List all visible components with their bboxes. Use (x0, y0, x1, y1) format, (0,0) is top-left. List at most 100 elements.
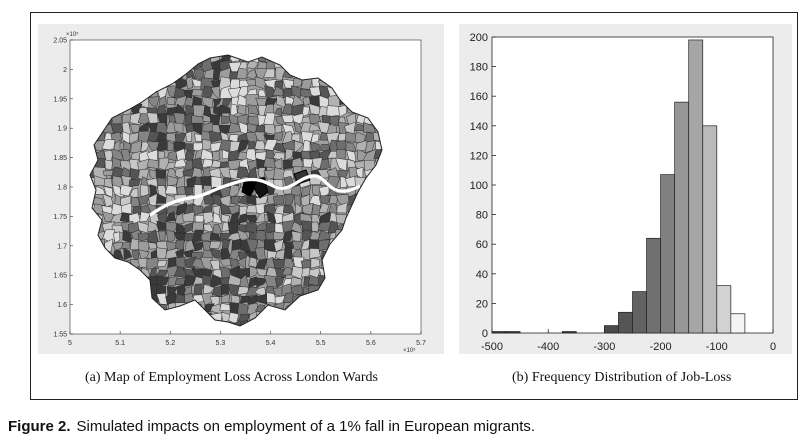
map-y-tick-label: 1.7 (57, 243, 67, 250)
histogram-bar (730, 313, 746, 334)
ward-cell (191, 89, 204, 97)
x-tick-label: -200 (650, 341, 672, 353)
figure-caption-label: Figure 2. (8, 418, 71, 435)
ward-cell (310, 258, 321, 269)
ward-cell (137, 221, 151, 234)
ward-cell (293, 140, 304, 154)
ward-cell (245, 94, 260, 107)
histogram-bar (702, 125, 718, 334)
ward-cell (146, 159, 159, 169)
ward-cell (137, 240, 151, 253)
ward-cell (290, 184, 302, 198)
ward-cell (284, 194, 295, 207)
ward-cell (310, 133, 320, 144)
ward-cell (146, 149, 158, 163)
ward-cell (156, 247, 167, 260)
ward-cell (227, 283, 241, 298)
ward-cell (373, 148, 382, 160)
ward-cell (299, 238, 311, 253)
ward-cell (146, 256, 159, 270)
ward-cell (173, 112, 185, 125)
ward-cell (219, 257, 233, 267)
map-y-tick-label: 1.85 (53, 155, 67, 162)
y-tick-label: 100 (470, 180, 488, 192)
ward-cell (111, 157, 122, 170)
ward-cell (363, 122, 377, 133)
histogram-bar (618, 311, 633, 334)
ward-cell (113, 231, 121, 243)
ward-cell (191, 229, 204, 244)
ward-cell (219, 104, 231, 114)
ward-cell (185, 143, 195, 153)
map-subcaption: (a) Map of Employment Loss Across London… (85, 370, 378, 385)
map-y-tick-label: 2 (63, 67, 67, 74)
y-tick-label: 180 (470, 62, 488, 74)
ward-cell (344, 131, 357, 143)
ward-cell (220, 293, 231, 303)
ward-cell (263, 68, 275, 78)
ward-cell (182, 211, 195, 223)
ward-cell (212, 211, 223, 224)
ward-cell (132, 205, 142, 216)
map-y-tick-label: 1.65 (53, 273, 67, 280)
ward-cell (290, 85, 303, 98)
ward-cell (138, 249, 150, 260)
y-tick-label: 20 (476, 298, 488, 310)
ward-cell (104, 159, 114, 171)
ward-cell (139, 211, 152, 223)
ward-cell (129, 112, 141, 126)
map-y-tick-label: 1.55 (53, 332, 67, 339)
ward-cell (309, 248, 321, 259)
ward-cell (174, 78, 188, 90)
map-y-tick-label: 1.8 (57, 185, 67, 192)
map-x-tick-label: 5.2 (165, 340, 175, 347)
y-tick-label: 120 (470, 150, 488, 162)
ward-cell (254, 131, 266, 144)
ward-cell (137, 257, 150, 268)
map-x-tick-label: 5 (68, 340, 72, 347)
ward-cell (164, 161, 178, 171)
map-x-exponent: ×10⁵ (403, 347, 416, 354)
x-tick-label: 0 (770, 341, 776, 353)
ward-cell (236, 256, 246, 269)
ward-cell (103, 178, 114, 189)
ward-cell (284, 148, 295, 161)
ward-cell (236, 213, 248, 225)
london-boundary (89, 54, 383, 327)
ward-cell (274, 277, 285, 289)
ward-cell (283, 159, 294, 170)
ward-cell (254, 293, 269, 305)
map-x-tick-label: 5.5 (316, 340, 326, 347)
ward-cell (281, 266, 292, 276)
ward-cell (212, 150, 221, 163)
ward-cell (230, 103, 238, 117)
ward-cell (238, 193, 249, 206)
ward-cell (220, 284, 229, 295)
ward-cell (266, 256, 275, 271)
ward-cell (311, 203, 321, 217)
ward-cell (103, 185, 114, 198)
ward-cell (273, 238, 284, 252)
map-y-tick-label: 1.9 (57, 126, 67, 133)
histogram-subcaption: (b) Frequency Distribution of Job-Loss (512, 370, 732, 385)
ward-cell (255, 277, 268, 288)
ward-cell (167, 175, 179, 187)
ward-cell (128, 178, 141, 187)
ward-cell (192, 241, 206, 252)
ward-cell (282, 88, 295, 99)
ward-cell (273, 194, 285, 206)
ward-cell (164, 185, 178, 195)
ward-cell (155, 168, 167, 179)
ward-cell (110, 123, 125, 135)
y-tick-label: 200 (470, 32, 488, 44)
figure-caption-text: Simulated impacts on employment of a 1% … (76, 418, 536, 435)
ward-cell (202, 193, 215, 205)
ward-cell (236, 302, 250, 316)
histogram-bar (561, 331, 577, 334)
ward-cell (113, 139, 121, 152)
ward-cell (318, 158, 330, 171)
map-y-exponent: ×10⁵ (66, 31, 79, 38)
y-tick-label: 60 (476, 239, 488, 251)
ward-cell (272, 131, 284, 142)
map-x-tick-label: 5.7 (416, 340, 426, 347)
